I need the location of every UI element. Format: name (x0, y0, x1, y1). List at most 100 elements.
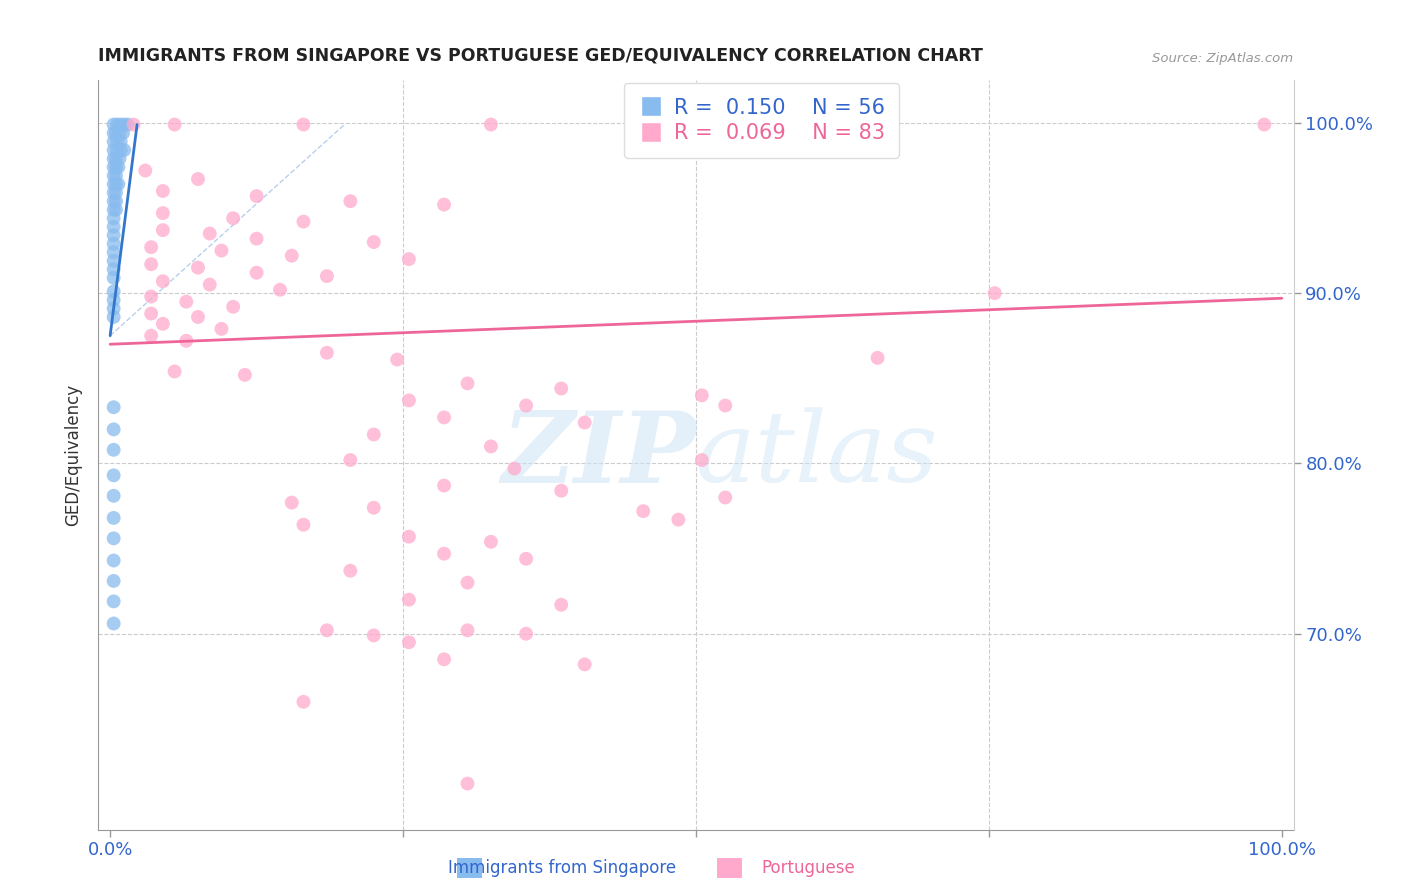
Y-axis label: GED/Equivalency: GED/Equivalency (65, 384, 83, 526)
Point (152, 206, 174, 220)
Point (108, 126, 131, 140)
Point (103, 219, 125, 234)
Point (103, 401, 125, 415)
Point (398, 252, 420, 266)
Point (174, 334, 197, 348)
Point (316, 624, 339, 638)
Point (860, 118, 883, 132)
Point (141, 240, 163, 254)
Point (433, 547, 456, 561)
Point (246, 266, 269, 280)
Point (187, 310, 209, 324)
Point (110, 143, 132, 157)
Point (187, 260, 209, 275)
Point (198, 227, 221, 241)
Legend: R =  0.150    N = 56, R =  0.069    N = 83: R = 0.150 N = 56, R = 0.069 N = 83 (624, 83, 900, 158)
Point (211, 244, 233, 258)
Point (515, 626, 537, 640)
Point (152, 223, 174, 237)
Point (105, 126, 128, 140)
Point (246, 189, 269, 203)
Point (456, 624, 478, 638)
Point (363, 427, 385, 442)
Point (103, 511, 125, 525)
Point (456, 776, 478, 790)
Point (103, 442, 125, 457)
Point (163, 118, 186, 132)
Point (281, 495, 304, 509)
Point (363, 500, 385, 515)
Point (363, 235, 385, 249)
Point (984, 286, 1007, 301)
Point (550, 382, 572, 396)
Point (103, 301, 125, 316)
Point (103, 616, 125, 631)
Point (105, 118, 128, 132)
Point (103, 574, 125, 588)
Point (105, 169, 128, 183)
Point (292, 214, 315, 228)
Point (690, 453, 713, 467)
Text: Source: ZipAtlas.com: Source: ZipAtlas.com (1153, 53, 1294, 65)
Point (385, 352, 409, 367)
Point (714, 491, 737, 505)
Point (174, 294, 197, 309)
Point (103, 194, 125, 209)
Point (574, 657, 596, 672)
Point (110, 118, 132, 132)
Point (479, 118, 502, 132)
Point (103, 594, 125, 608)
Point (103, 285, 125, 299)
Point (105, 186, 128, 200)
Point (141, 328, 163, 343)
Point (103, 202, 125, 217)
Point (292, 695, 315, 709)
Point (141, 307, 163, 321)
Point (281, 249, 304, 263)
Point (103, 152, 125, 166)
Point (316, 345, 339, 359)
Point (690, 388, 713, 402)
Point (292, 118, 315, 132)
Point (222, 300, 245, 314)
Point (103, 126, 125, 140)
Point (103, 310, 125, 324)
Text: IMMIGRANTS FROM SINGAPORE VS PORTUGUESE GED/EQUIVALENCY CORRELATION CHART: IMMIGRANTS FROM SINGAPORE VS PORTUGUESE … (98, 47, 983, 65)
Point (233, 368, 256, 382)
Point (117, 118, 139, 132)
Point (103, 228, 125, 243)
Point (666, 513, 689, 527)
Point (433, 652, 456, 666)
Point (103, 236, 125, 251)
Point (222, 211, 245, 226)
Point (714, 399, 737, 413)
Point (103, 253, 125, 268)
Point (103, 553, 125, 567)
Point (107, 177, 129, 191)
Point (479, 439, 502, 453)
Point (633, 504, 655, 518)
Bar (457, 858, 482, 878)
Point (479, 534, 502, 549)
Point (398, 635, 420, 649)
Point (108, 152, 131, 166)
Point (105, 177, 128, 191)
Point (456, 575, 478, 590)
Point (110, 135, 132, 149)
Text: atlas: atlas (696, 408, 939, 502)
Point (112, 126, 135, 140)
Point (866, 351, 889, 365)
Point (269, 283, 291, 297)
Point (105, 202, 128, 217)
Point (515, 551, 537, 566)
Point (134, 163, 156, 178)
Point (163, 364, 186, 378)
Point (141, 257, 163, 271)
Point (141, 289, 163, 303)
Point (456, 376, 478, 391)
Point (103, 245, 125, 260)
Point (550, 598, 572, 612)
Point (103, 135, 125, 149)
Point (103, 293, 125, 307)
Point (105, 135, 128, 149)
